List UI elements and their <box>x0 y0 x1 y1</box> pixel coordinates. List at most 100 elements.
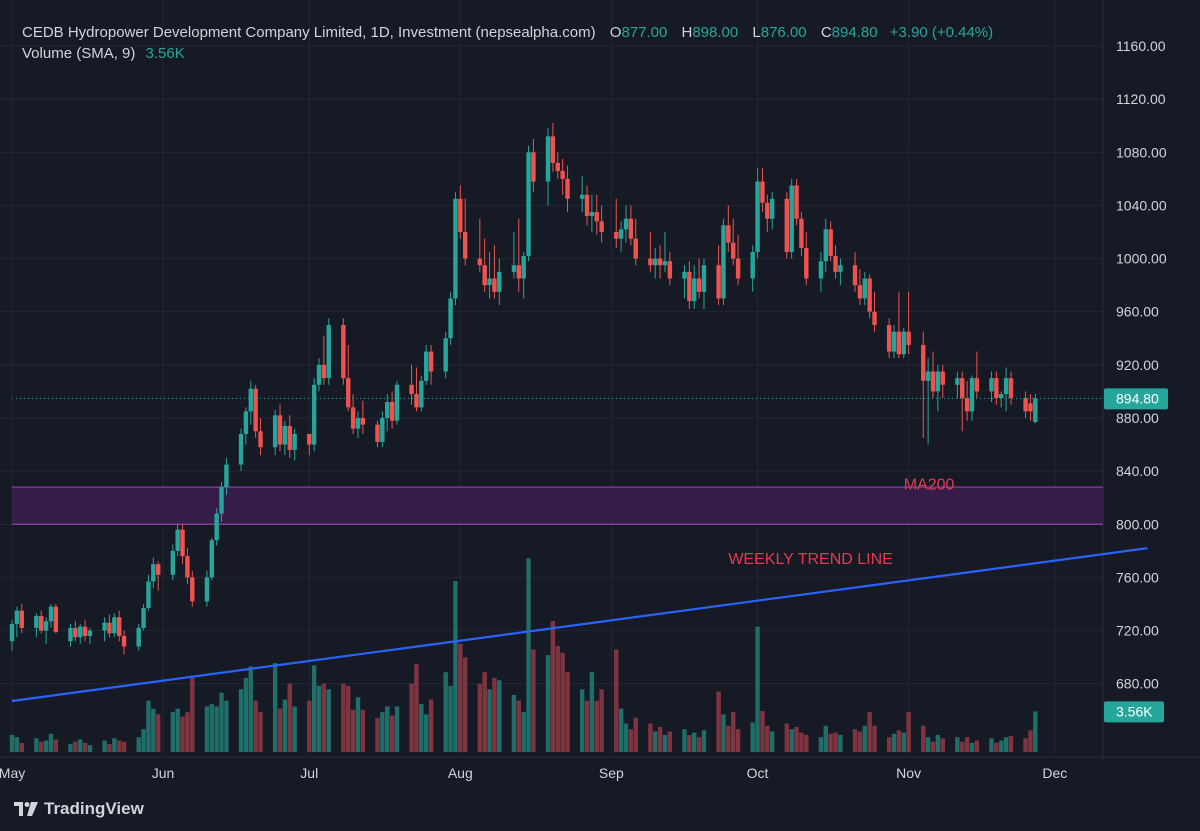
candle <box>731 218 736 266</box>
volume-bar <box>735 729 741 752</box>
volume-bar <box>901 732 906 752</box>
volume-bar <box>292 706 297 752</box>
candle-body <box>219 487 224 514</box>
candle <box>589 194 595 232</box>
candle <box>282 420 288 456</box>
candle <box>355 411 361 438</box>
close-value: 894.80 <box>831 24 878 41</box>
volume-bar <box>53 739 59 752</box>
candle <box>112 613 117 638</box>
candle <box>765 194 770 232</box>
price-axis[interactable]: 1160.00 1120.00 1080.00 1040.00 1000.00 960.0… <box>1104 38 1168 723</box>
volume-bar <box>891 733 897 752</box>
candle-body <box>443 338 448 372</box>
volume-bar <box>82 742 88 752</box>
volume-bar <box>248 666 253 752</box>
volume-bar <box>716 691 721 752</box>
candle-body <box>214 513 219 541</box>
volume-bar <box>750 722 755 752</box>
candle-body <box>857 285 863 299</box>
volume-bar <box>721 714 726 752</box>
candle-body <box>248 388 253 412</box>
candlesticks <box>9 123 1038 655</box>
candle-body <box>355 418 361 429</box>
candle <box>784 192 790 259</box>
candle-body <box>39 615 44 631</box>
time-tick-label: Oct <box>747 765 769 781</box>
candle-body <box>901 331 906 355</box>
candle <box>521 251 526 299</box>
candle <box>253 384 258 438</box>
volume-bar <box>311 665 317 752</box>
candle-body <box>623 218 629 230</box>
candle <box>209 537 214 581</box>
candle-body <box>307 433 312 445</box>
candle-body <box>769 198 775 219</box>
candle <box>692 265 697 310</box>
volume-bar <box>921 725 926 752</box>
volume-bar <box>521 712 526 752</box>
volume-bar <box>360 709 366 752</box>
candle <box>516 218 521 292</box>
candle-body <box>78 626 83 638</box>
volume-bar <box>458 643 463 752</box>
volume-bar <box>462 657 468 752</box>
candle-body <box>243 411 249 434</box>
candle <box>974 351 980 399</box>
candle <box>925 358 931 445</box>
volume-bar <box>355 697 361 752</box>
volume-bar <box>789 729 794 752</box>
candle <box>657 245 663 279</box>
candle <box>696 258 702 299</box>
volume-bar <box>584 700 590 752</box>
time-axis[interactable]: May Jun Jul Aug Sep Oct Nov Dec <box>0 765 1067 781</box>
price-tick-label: 1120.00 <box>1116 91 1166 107</box>
candle <box>560 158 565 195</box>
close-label: C <box>820 24 832 41</box>
candle-body <box>521 255 526 279</box>
candle <box>141 604 146 631</box>
volume-bar <box>599 689 604 752</box>
candle-body <box>121 635 127 647</box>
candle <box>896 291 902 359</box>
candle-body <box>492 278 497 292</box>
volume-bar <box>828 733 833 752</box>
candle <box>584 185 590 226</box>
candle <box>258 418 263 456</box>
volume-bar <box>316 685 322 752</box>
candle <box>930 351 936 399</box>
candle-body <box>794 185 799 219</box>
volume-bar <box>43 740 49 752</box>
low-label: L <box>752 24 761 41</box>
candle-body <box>969 378 975 412</box>
candle <box>1033 394 1038 424</box>
volume-bar <box>243 677 249 752</box>
candle <box>492 245 497 299</box>
volume-bar <box>964 737 970 752</box>
candle-body <box>1033 398 1038 422</box>
volume-bar <box>579 689 585 752</box>
candle <box>73 621 78 642</box>
candle-body <box>589 212 595 217</box>
candle <box>462 198 468 266</box>
tradingview-footer[interactable]: TradingView <box>14 799 144 819</box>
volume-bar <box>940 738 945 752</box>
candle <box>326 318 331 385</box>
candle <box>735 234 741 286</box>
candle <box>341 318 346 385</box>
candle-body <box>579 194 585 199</box>
candle <box>453 192 458 306</box>
candle <box>828 221 833 262</box>
time-tick-label: Sep <box>599 765 624 781</box>
volume-bar <box>1023 738 1028 752</box>
candle <box>375 420 380 448</box>
volume-bar <box>555 645 560 752</box>
volume-bar <box>389 715 395 752</box>
candle <box>287 415 292 458</box>
candle-body <box>799 218 804 248</box>
candle <box>511 232 517 279</box>
candle-body <box>765 202 770 219</box>
candle <box>750 245 755 292</box>
candle-body <box>209 540 214 578</box>
